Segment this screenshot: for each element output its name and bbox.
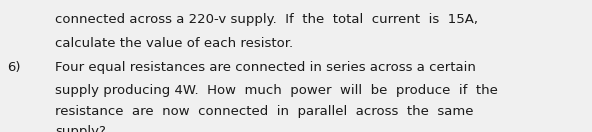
Text: supply?: supply? [55, 125, 106, 132]
Text: supply producing 4W.  How  much  power  will  be  produce  if  the: supply producing 4W. How much power will… [55, 84, 498, 97]
Text: Four equal resistances are connected in series across a certain: Four equal resistances are connected in … [55, 61, 476, 74]
Text: resistance  are  now  connected  in  parallel  across  the  same: resistance are now connected in parallel… [55, 105, 474, 118]
Text: 6): 6) [7, 61, 21, 74]
Text: calculate the value of each resistor.: calculate the value of each resistor. [55, 37, 293, 50]
Text: connected across a 220-v supply.  If  the  total  current  is  15A,: connected across a 220-v supply. If the … [55, 13, 478, 26]
